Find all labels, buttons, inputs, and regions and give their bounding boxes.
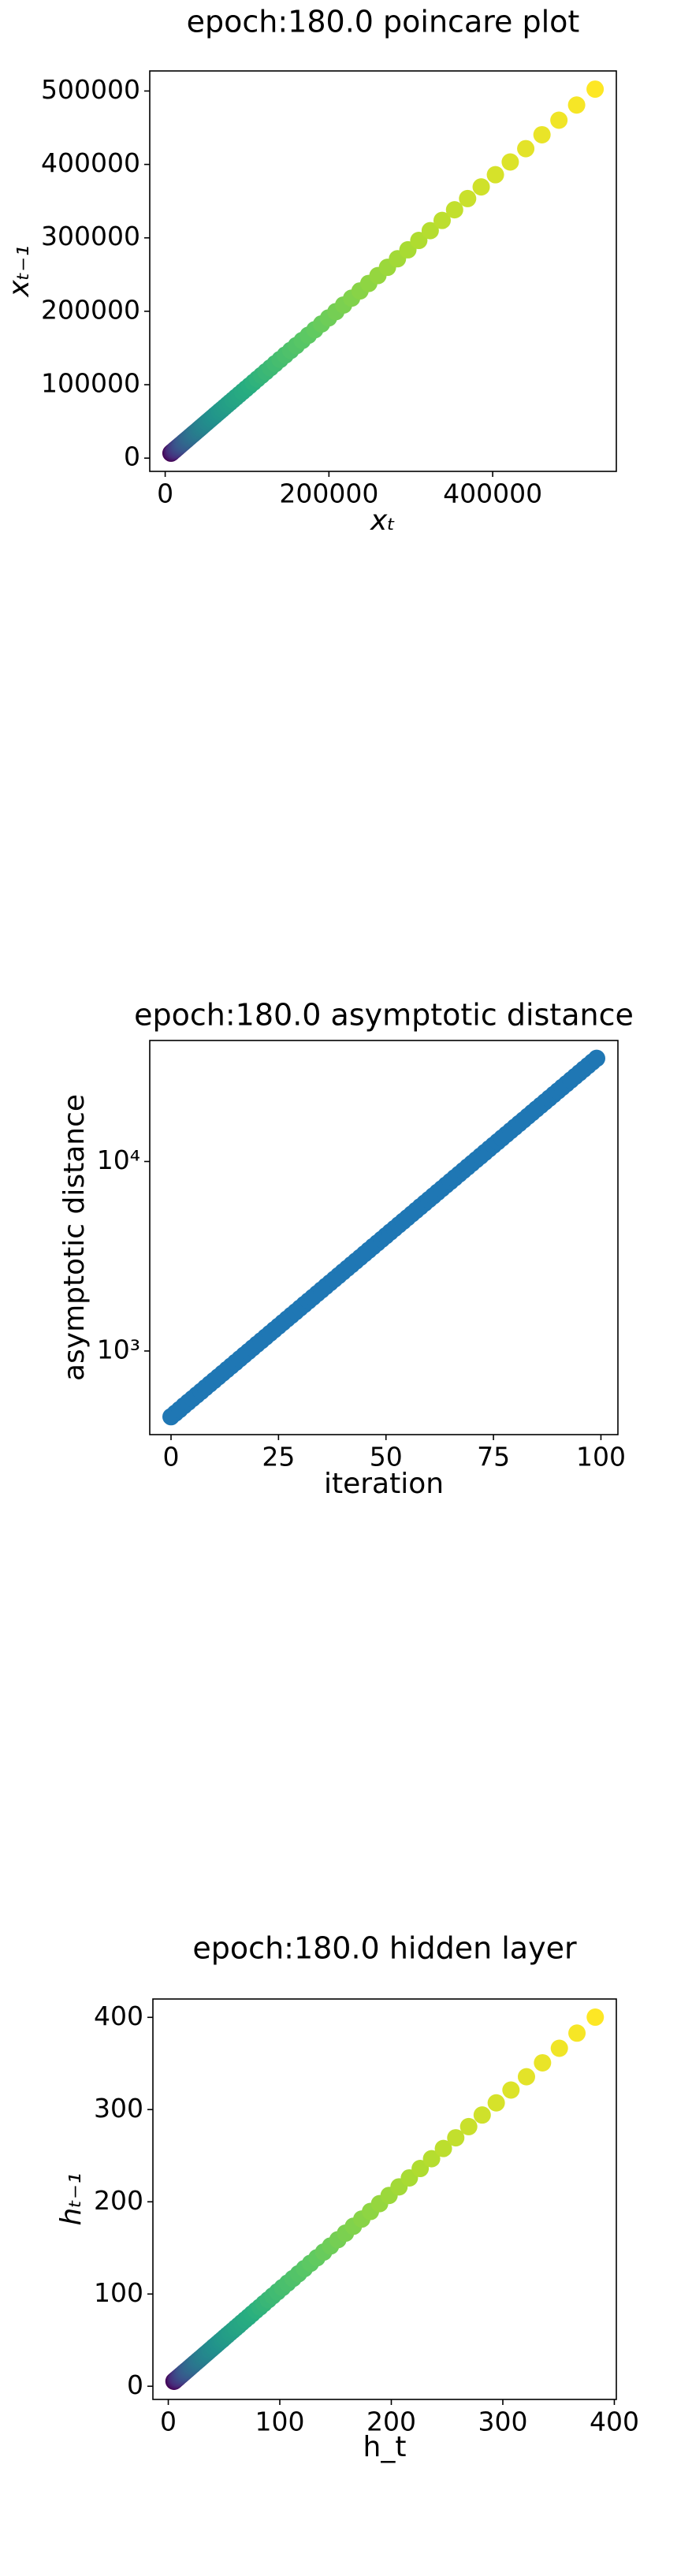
x-tick-label: 75 [477, 1442, 510, 1472]
chart-title: epoch:180.0 hidden layer [192, 1931, 577, 1966]
y-tick-label: 500000 [41, 74, 140, 105]
point [411, 2160, 430, 2178]
y-tick-label: 10³ [97, 1334, 140, 1364]
x-tick-label: 100 [255, 2407, 305, 2437]
y-tick-label: 100 [94, 2277, 143, 2308]
point [501, 153, 519, 171]
y-axis-label: hₜ₋₁ [55, 2173, 87, 2226]
chart: epoch:180.0 hidden layer h_t hₜ₋₁ 0 100 200 30… [55, 1931, 639, 2464]
point [550, 111, 568, 129]
y-tick-label: 0 [124, 441, 140, 472]
point [502, 2081, 520, 2099]
chart: epoch:180.0 asymptotic distance iteration… [58, 998, 634, 1501]
x-axis-label: h_t [363, 2431, 407, 2463]
axes-frame [149, 1040, 619, 1435]
x-tick-label: 50 [370, 1442, 403, 1472]
x-tick-label: 0 [157, 478, 173, 509]
y-tick-label: 0 [127, 2369, 143, 2400]
y-tick-label: 400 [94, 2001, 143, 2031]
point [410, 232, 428, 250]
chart-title: epoch:180.0 poincare plot [187, 5, 580, 39]
point [586, 80, 605, 99]
x-axis-label: xₜ [370, 504, 396, 537]
point [588, 1049, 605, 1067]
point [567, 96, 586, 114]
point [533, 125, 551, 143]
y-axis-label: asymptotic distance [58, 1094, 91, 1381]
point [586, 2008, 605, 2027]
x-tick-label: 25 [262, 1442, 295, 1472]
x-axis-label: iteration [324, 1468, 444, 1500]
y-tick-label: 300 [94, 2093, 143, 2124]
point [459, 2117, 478, 2135]
x-tick-label: 300 [478, 2407, 527, 2437]
point [459, 189, 477, 207]
x-tick-label: 100 [576, 1442, 626, 1472]
y-tick-label: 300000 [41, 221, 140, 251]
chart: epoch:180.0 poincare plot xₜ xₜ₋₁ 0 200000 40… [3, 5, 617, 537]
point [568, 2024, 586, 2042]
chart-title: epoch:180.0 asymptotic distance [134, 998, 634, 1033]
y-tick-label: 100000 [41, 368, 140, 399]
point [487, 2094, 505, 2112]
point [517, 140, 535, 158]
x-tick-label: 200 [366, 2407, 416, 2437]
point [550, 2039, 568, 2057]
x-tick-label: 200000 [279, 478, 378, 509]
axes-frame [149, 70, 617, 472]
y-tick-label: 10⁴ [97, 1145, 140, 1175]
y-tick-label: 200000 [41, 294, 140, 325]
point [434, 2139, 452, 2157]
point [517, 2068, 535, 2086]
y-tick-label: 400000 [41, 147, 140, 178]
x-tick-label: 0 [160, 2407, 177, 2437]
x-tick-label: 0 [163, 1442, 180, 1472]
y-tick-label: 200 [94, 2185, 143, 2216]
point [486, 166, 504, 184]
point [445, 201, 463, 219]
point [433, 211, 451, 229]
x-tick-label: 400 [590, 2407, 639, 2437]
axes-frame [152, 1998, 617, 2400]
point [422, 2150, 441, 2168]
point [534, 2053, 552, 2072]
x-tick-label: 400000 [443, 478, 542, 509]
point [421, 221, 439, 240]
point [473, 2106, 491, 2124]
y-axis-label: xₜ₋₁ [3, 245, 35, 297]
point [447, 2129, 465, 2147]
point [472, 178, 490, 196]
